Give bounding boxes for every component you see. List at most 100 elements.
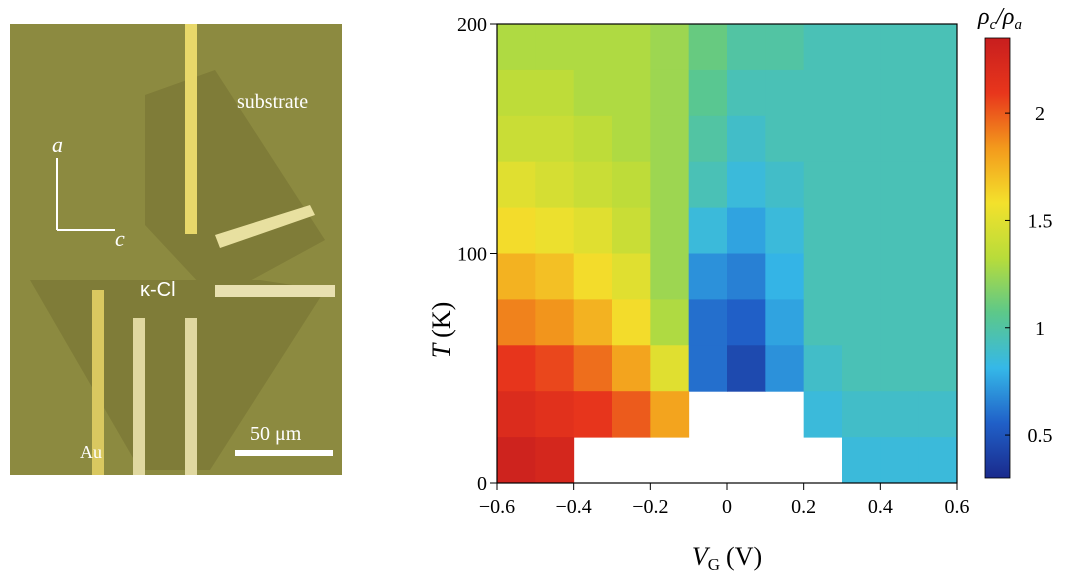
heatmap-cell — [497, 437, 536, 484]
heatmap-cell — [535, 299, 575, 346]
heatmap-cell — [803, 345, 843, 392]
heatmap-cell — [842, 115, 881, 163]
heatmap-cell — [497, 345, 536, 392]
heatmap-cell — [650, 299, 690, 346]
y-tick-label: 200 — [457, 14, 487, 36]
scale-bar — [235, 450, 333, 456]
heatmap-cell — [535, 437, 575, 484]
heatmap-cell — [918, 207, 958, 254]
label: Au — [80, 442, 102, 462]
heatmap-cell — [573, 69, 613, 117]
heatmap-cell — [918, 299, 958, 346]
x-tick-label: −0.2 — [632, 496, 668, 518]
heatmap-cell — [650, 345, 690, 392]
heatmap-cell — [727, 24, 766, 71]
heatmap-cell — [880, 115, 920, 163]
heatmap-cell — [765, 69, 805, 117]
electrode — [92, 290, 104, 475]
heatmap-cell — [535, 24, 575, 71]
heatmap-cell — [765, 24, 805, 71]
heatmap-cell — [842, 299, 881, 346]
colorbar-label: ρc/ρa — [977, 4, 1022, 33]
heatmap-cell — [765, 299, 805, 346]
heatmap-cell — [918, 24, 958, 71]
heatmap-cell — [880, 299, 920, 346]
heatmap-cell — [612, 253, 651, 300]
heatmap-cell — [497, 253, 536, 300]
heatmap-cell — [918, 161, 958, 209]
electrode — [133, 318, 145, 475]
heatmap-cell — [688, 207, 728, 254]
heatmap-cell — [688, 345, 728, 392]
heatmap-cell — [918, 391, 958, 438]
heatmap-cell — [803, 391, 843, 438]
heatmap-cell — [765, 253, 805, 300]
heatmap-cell — [497, 24, 536, 71]
heatmap-cell — [880, 161, 920, 209]
heatmap-cell — [497, 207, 536, 254]
heatmap-cell — [880, 207, 920, 254]
heatmap-cell — [650, 69, 690, 117]
heatmap-cell — [497, 69, 536, 117]
heatmap-cell — [612, 24, 651, 71]
heatmap-cell — [535, 69, 575, 117]
heatmap-cell — [573, 115, 613, 163]
x-axis-label: VG (V) — [692, 542, 762, 574]
heatmap-plot: −0.6 −0.4 −0.2 0 0.2 0.4 0.6 0 100 200 0.5 1 1.5 2 — [457, 14, 1053, 518]
heatmap-cell — [727, 69, 766, 117]
heatmap-cell — [727, 161, 766, 209]
heatmap-cell — [688, 253, 728, 300]
heatmap-cell — [842, 253, 881, 300]
heatmap-cell — [535, 161, 575, 209]
heatmap-cell — [573, 299, 613, 346]
heatmap-cell — [842, 345, 881, 392]
heatmap-cell — [573, 345, 613, 392]
electrode — [185, 318, 197, 475]
heatmap-cell — [497, 391, 536, 438]
heatmap-cell — [727, 115, 766, 163]
heatmap-cell — [727, 253, 766, 300]
heatmap-cell — [497, 115, 536, 163]
heatmap-cell — [880, 437, 920, 484]
heatmap-cell — [535, 115, 575, 163]
heatmap-cell — [612, 391, 651, 438]
colorbar-tick-label: 1 — [1035, 318, 1045, 340]
heatmap-cell — [727, 345, 766, 392]
x-tick-label: 0.2 — [791, 496, 816, 518]
heatmap-cell — [765, 207, 805, 254]
electrode — [215, 205, 315, 248]
heatmap-cell — [612, 299, 651, 346]
x-tick-label: 0.6 — [945, 496, 970, 518]
heatmap-cell — [535, 253, 575, 300]
heatmap-cell — [842, 69, 881, 117]
x-tick-label: 0 — [722, 496, 732, 518]
x-tick-label: −0.6 — [479, 496, 515, 518]
y-tick-label: 100 — [457, 244, 487, 266]
y-axis-label: T(K) — [427, 302, 456, 359]
label: substrate — [237, 91, 308, 113]
heatmap-cell — [688, 115, 728, 163]
heatmap-cell — [650, 207, 690, 254]
colorbar — [984, 37, 1011, 479]
heatmap-cell — [842, 207, 881, 254]
label: c — [115, 226, 125, 251]
heatmap-cell — [573, 161, 613, 209]
heatmap-cell — [803, 161, 843, 209]
label: 50 μm — [250, 423, 302, 445]
heatmap-cell — [535, 391, 575, 438]
heatmap-cell — [880, 24, 920, 71]
heatmap-cell — [497, 299, 536, 346]
colorbar-tick-label: 1.5 — [1028, 210, 1053, 232]
heatmap-cell — [842, 391, 881, 438]
electrode — [185, 24, 197, 234]
heatmap-cell — [688, 24, 728, 71]
heatmap-cell — [650, 253, 690, 300]
heatmap-cell — [727, 207, 766, 254]
heatmap-cell — [803, 69, 843, 117]
micrograph: substrate a c κ-Cl Au 50 μm — [10, 24, 342, 475]
heatmap-cell — [803, 115, 843, 163]
heatmap-cell — [650, 161, 690, 209]
heatmap-cell — [688, 69, 728, 117]
heatmap-cell — [612, 345, 651, 392]
